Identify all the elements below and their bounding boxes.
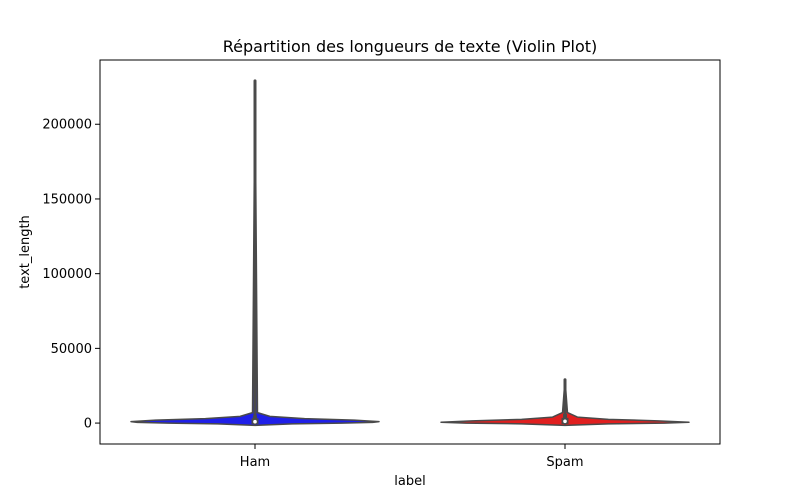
plot-area <box>130 79 690 427</box>
violin-ham <box>130 79 380 427</box>
violin-median <box>253 419 257 424</box>
x-axis: Ham Spam <box>240 444 584 470</box>
y-axis-label: text_length <box>18 215 33 289</box>
y-axis: 0 50000 100000 150000 200000 <box>42 118 100 432</box>
y-tick-label: 200000 <box>42 118 92 133</box>
x-axis-label: label <box>394 474 425 489</box>
y-tick-label: 0 <box>84 417 92 432</box>
x-tick-label-spam: Spam <box>546 455 583 470</box>
y-tick-label: 150000 <box>42 192 92 207</box>
violin-median <box>563 419 567 424</box>
y-tick-label: 100000 <box>42 267 92 282</box>
y-tick-label: 50000 <box>51 342 92 357</box>
violin-spam <box>440 378 690 427</box>
chart-title: Répartition des longueurs de texte (Viol… <box>223 37 598 56</box>
x-tick-label-ham: Ham <box>240 455 270 470</box>
axes-frame <box>99 59 721 445</box>
